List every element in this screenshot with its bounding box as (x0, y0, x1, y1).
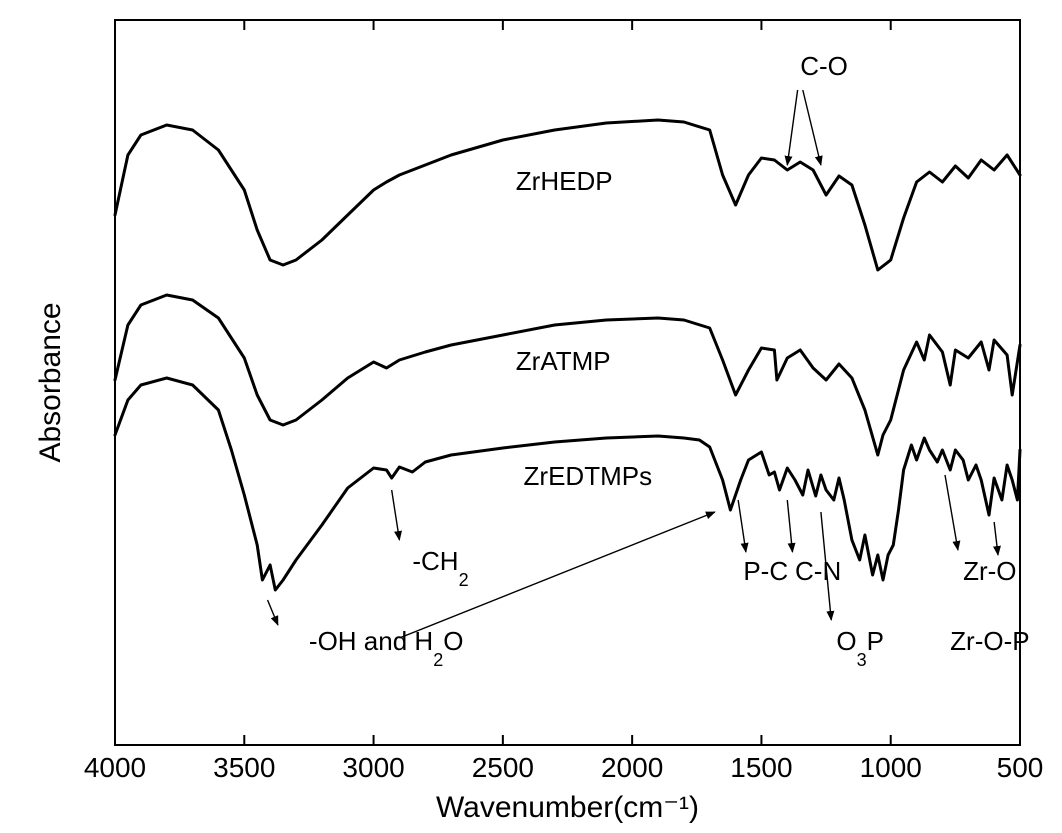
chart-svg: 4000 3500 3000 2500 2000 1500 1000 500 ZrHEDP Zr… (0, 0, 1062, 833)
oh-h2o-annotation: -OH and H2O (309, 626, 464, 670)
pc-annotation: P-C (743, 556, 788, 586)
zro-annotation: Zr-O (963, 556, 1016, 586)
zro-annotation-arrow (945, 475, 958, 550)
zrop-annotation: Zr-O-P (950, 626, 1029, 656)
series-label-ZrATMP: ZrATMP (516, 346, 611, 376)
x-tick-label: 1500 (730, 752, 792, 783)
x-tick-label: 500 (997, 752, 1044, 783)
cn-annotation-arrow (787, 500, 792, 552)
x-tick-label: 3500 (213, 752, 275, 783)
x-tick-label: 2500 (472, 752, 534, 783)
x-tick-label: 4000 (84, 752, 146, 783)
co-annotation: C-O (800, 51, 848, 81)
series-label-ZrHEDP: ZrHEDP (516, 166, 613, 196)
ch2-annotation-arrow (392, 490, 400, 540)
pc-annotation-arrow (738, 500, 746, 552)
axes: 4000 3500 3000 2500 2000 1500 1000 500 (84, 20, 1044, 783)
zrop-annotation-arrow (994, 522, 998, 555)
oh-h2o-annotation-arrow (268, 600, 278, 625)
peak-annotations: C-O -CH2 -OH and H2O P-CC-N O3P Zr-O Zr-O-P (268, 51, 1030, 670)
x-tick-label: 2000 (601, 752, 663, 783)
ch2-annotation: -CH2 (412, 546, 468, 590)
series-label-ZrEDTMPs: ZrEDTMPs (524, 461, 653, 491)
co-annotation-arrow (803, 90, 821, 165)
x-axis-label: Wavenumber(cm⁻¹) (436, 791, 699, 824)
cn-annotation: C-N (795, 556, 841, 586)
o3p-annotation: O3P (836, 626, 884, 670)
x-tick-label: 3000 (342, 752, 404, 783)
y-axis-label: Absorbance (34, 302, 67, 462)
co-annotation-arrow (787, 90, 797, 165)
ir-spectra-chart: 4000 3500 3000 2500 2000 1500 1000 500 ZrHEDP Zr… (0, 0, 1062, 833)
x-tick-label: 1000 (860, 752, 922, 783)
